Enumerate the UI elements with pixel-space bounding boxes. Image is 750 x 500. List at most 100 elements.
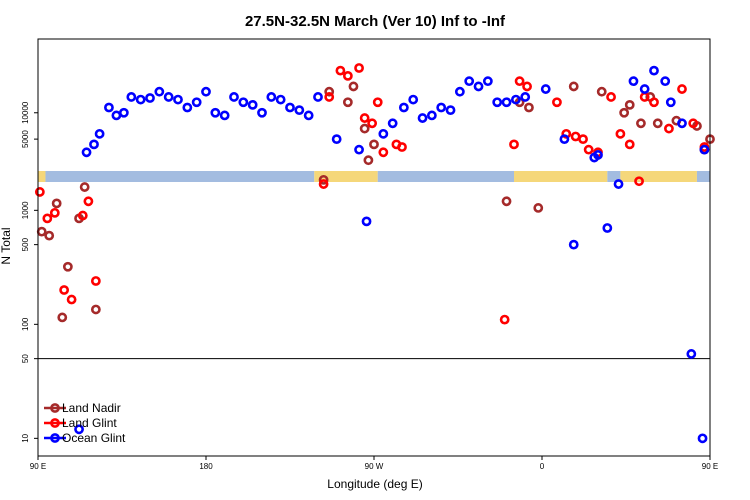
ocean-glint-point [104, 102, 114, 113]
ocean-glint-point [510, 94, 521, 105]
land-glint-point [342, 70, 353, 81]
land-nadir-point [348, 81, 359, 92]
ocean-glint-point [613, 179, 624, 189]
ocean-glint-point [247, 99, 258, 110]
ocean-glint-point [94, 128, 105, 139]
land-nadir-point [324, 86, 335, 97]
y-tick-label: 1000 [21, 201, 30, 219]
ocean-glint-point [473, 81, 484, 92]
land-nadir-point [342, 97, 353, 108]
land-glint-point [367, 118, 378, 129]
ocean-glint-point [697, 433, 708, 444]
ocean-glint-point [426, 110, 437, 121]
land-glint-point [77, 210, 88, 221]
y-tick-label: 10000 [21, 101, 30, 124]
land-glint-point [639, 92, 650, 102]
land-glint-point [677, 84, 687, 94]
land-glint-point [583, 144, 594, 155]
ocean-glint-point [436, 102, 447, 113]
ocean-glint-point [361, 216, 372, 227]
ocean-glint-point [649, 65, 659, 76]
ocean-glint-point [266, 92, 277, 102]
land-glint-point [359, 113, 370, 123]
land-glint-point [90, 276, 101, 286]
ocean-glint-point [145, 93, 155, 103]
ocean-glint-point [677, 118, 687, 129]
ocean-glint-point [378, 128, 389, 139]
land-glint-point [649, 97, 659, 108]
x-tick-label: 0 [540, 462, 545, 471]
land-glint-point [318, 179, 329, 189]
surface-band-ocean-5 [607, 171, 621, 182]
ocean-glint-point [163, 92, 174, 102]
ocean-glint-point [501, 97, 512, 108]
land-nadir-point [501, 196, 512, 207]
legend-label-land-nadir: Land Nadir [62, 401, 121, 415]
ocean-glint-point [445, 105, 456, 116]
ocean-glint-point [482, 76, 493, 87]
legend-label-land-glint: Land Glint [62, 416, 117, 430]
legend-marker-land-nadir [50, 403, 60, 413]
land-nadir-point [359, 123, 370, 134]
land-glint-point [49, 207, 60, 218]
ocean-glint-point [201, 86, 211, 97]
data-points [34, 63, 715, 444]
surface-band [38, 171, 710, 182]
land-nadir-point [318, 174, 329, 185]
ocean-glint-point [454, 86, 465, 97]
legend-label-ocean-glint: Ocean Glint [62, 431, 126, 445]
ocean-glint-point [387, 118, 398, 129]
y-axis-label: N Total [0, 227, 13, 264]
y-tick-label: 50 [21, 354, 30, 363]
land-nadir-point [62, 261, 73, 272]
land-glint-point [634, 176, 644, 187]
ocean-glint-point [686, 349, 697, 359]
surface-band-ocean-7 [696, 171, 710, 182]
land-glint-point [34, 187, 45, 197]
ocean-glint-point [285, 102, 295, 113]
ocean-glint-point [660, 76, 671, 87]
ocean-glint-point [81, 147, 92, 158]
ocean-glint-point [229, 92, 239, 102]
land-nadir-point [369, 139, 379, 150]
ocean-glint-point [593, 150, 603, 160]
land-glint-point [397, 142, 407, 152]
ocean-glint-point [219, 110, 230, 121]
land-glint-point [522, 81, 532, 92]
ocean-glint-point [417, 113, 428, 123]
land-nadir-point [596, 86, 607, 97]
land-nadir-point [619, 107, 630, 118]
land-glint-point [514, 76, 525, 87]
y-tick-label: 5000 [21, 130, 30, 148]
land-nadir-point [568, 81, 579, 92]
ocean-glint-point [89, 139, 99, 150]
land-nadir-point [624, 99, 635, 110]
land-glint-point [335, 65, 346, 76]
ocean-glint-point [182, 102, 193, 113]
ocean-glint-point [639, 84, 650, 94]
land-nadir-point [57, 312, 68, 323]
ocean-glint-point [398, 102, 409, 113]
land-glint-point [59, 285, 70, 295]
surface-band-ocean-3 [377, 171, 514, 182]
land-glint-point [372, 97, 383, 108]
ocean-glint-point [331, 134, 342, 145]
ocean-glint-point [354, 144, 364, 155]
ocean-glint-point [191, 97, 202, 108]
x-tick-label: 90 W [365, 462, 384, 471]
land-glint-point [578, 134, 588, 145]
surface-band-land-0 [38, 171, 46, 182]
axis-ticks: 90 E 180 90 W 0 90 E 10 50 100 500 1000 5000 10000 [21, 101, 718, 471]
ocean-glint-point [408, 94, 419, 105]
ocean-glint-point [257, 107, 267, 118]
plot-area-frame [37, 38, 711, 457]
ocean-glint-point [540, 84, 551, 94]
land-glint-point [354, 63, 364, 73]
ocean-glint-point [238, 97, 249, 108]
y-tick-label: 100 [21, 317, 30, 331]
land-nadir-point [524, 102, 534, 113]
chart-title: 27.5N-32.5N March (Ver 10) Inf to -Inf [245, 13, 506, 30]
ocean-glint-point [699, 144, 710, 155]
land-nadir-point [636, 118, 646, 129]
